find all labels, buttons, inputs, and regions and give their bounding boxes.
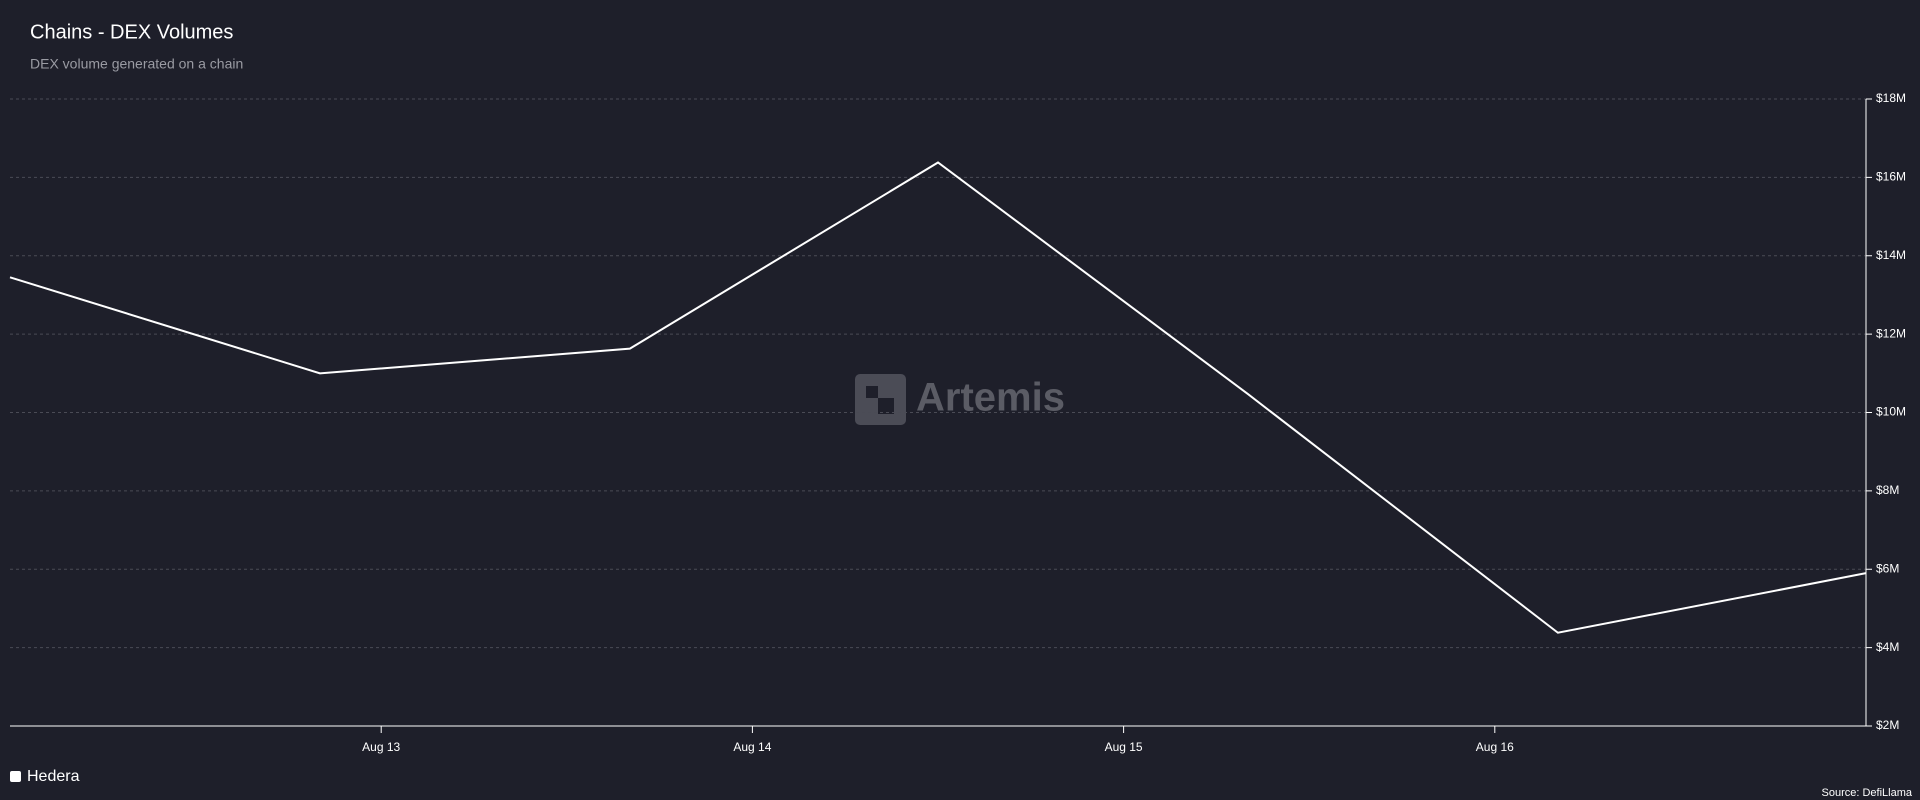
x-tick-label: Aug 13 xyxy=(362,740,400,754)
y-tick-label: $14M xyxy=(1876,248,1906,262)
y-tick-label: $16M xyxy=(1876,170,1906,184)
x-tick-label: Aug 15 xyxy=(1105,740,1143,754)
series-line xyxy=(9,161,1867,634)
y-tick-label: $6M xyxy=(1876,561,1899,575)
y-tick-label: $10M xyxy=(1876,405,1906,419)
x-tick-label: Aug 14 xyxy=(733,740,771,754)
y-tick-label: $2M xyxy=(1876,718,1899,732)
x-tick-label: Aug 16 xyxy=(1476,740,1514,754)
y-tick-label: $4M xyxy=(1876,640,1899,654)
y-tick-label: $12M xyxy=(1876,326,1906,340)
y-tick-label: $8M xyxy=(1876,483,1899,497)
legend-swatch xyxy=(10,771,21,782)
chart-title: Chains - DEX Volumes xyxy=(30,21,233,43)
chart-subtitle: DEX volume generated on a chain xyxy=(30,56,243,72)
legend-label: Hedera xyxy=(27,768,80,785)
y-tick-label: $18M xyxy=(1876,91,1906,105)
watermark-logo xyxy=(855,374,906,425)
source-note: Source: DefiLlama xyxy=(1822,787,1913,799)
